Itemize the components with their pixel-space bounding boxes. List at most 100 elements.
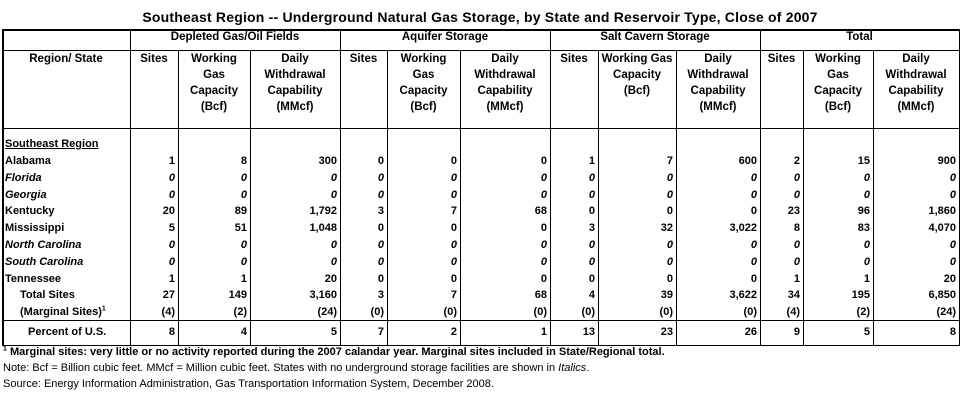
percent-row-value: 9 — [793, 326, 800, 338]
row-value: 0 — [540, 272, 547, 285]
row-value: 51 — [234, 222, 247, 235]
row-label: Kentucky — [5, 205, 55, 218]
percent-row-value: 5 — [330, 326, 337, 338]
table-rule — [2, 128, 959, 129]
row-value: 0 — [377, 171, 384, 184]
percent-row-value: 8 — [168, 326, 175, 338]
row-value: 8 — [240, 155, 247, 167]
table-rule — [2, 320, 959, 321]
row-value: 195 — [851, 289, 870, 302]
row-value: 0 — [240, 188, 247, 201]
table-gridline — [803, 50, 804, 346]
row-value: 0 — [750, 188, 757, 201]
row-value: 3,160 — [309, 289, 337, 302]
table-gridline — [387, 50, 388, 346]
percent-row-value: 7 — [377, 326, 384, 338]
working-gas-column-header: Working Gas Capacity (Bcf) — [190, 53, 238, 113]
row-value: 0 — [666, 205, 673, 218]
row-value: (0) — [659, 306, 673, 319]
sites-column-header: Sites — [767, 53, 796, 65]
row-value: 1,792 — [309, 205, 337, 218]
row-value: 20 — [162, 205, 175, 218]
row-value: 0 — [450, 188, 457, 201]
row-value: 0 — [863, 239, 870, 251]
row-value: 0 — [588, 239, 595, 251]
working-gas-column-header: Working Gas Capacity (Bcf) — [814, 53, 862, 113]
row-value: 83 — [857, 222, 870, 235]
row-value: (0) — [533, 306, 547, 319]
column-group-header: Total — [846, 31, 873, 43]
row-label: South Carolina — [5, 255, 84, 268]
row-value: 0 — [949, 255, 956, 268]
row-value: 3 — [588, 222, 595, 235]
region-heading: Southeast Region — [5, 138, 99, 150]
daily-withdrawal-column-header: Daily Withdrawal Capability (MMcf) — [264, 53, 326, 113]
row-value: 39 — [660, 289, 673, 302]
percent-row-value: 26 — [744, 326, 757, 338]
row-value: 900 — [937, 155, 956, 167]
row-value: 1 — [168, 155, 175, 167]
row-value: 0 — [793, 255, 800, 268]
table-gridline — [178, 50, 179, 346]
table-gridline — [340, 29, 341, 346]
table-title: Southeast Region -- Underground Natural … — [142, 9, 818, 25]
row-value: 0 — [450, 272, 457, 285]
row-value: 0 — [540, 188, 547, 201]
table-gridline — [676, 50, 677, 346]
row-value: 0 — [377, 155, 384, 167]
row-value: 300 — [318, 155, 337, 167]
working-gas-column-header: Working Gas Capacity (Bcf) — [601, 53, 673, 97]
row-value: 0 — [863, 188, 870, 201]
row-value: 3 — [377, 205, 384, 218]
row-value: 23 — [787, 205, 800, 218]
row-value: 0 — [588, 272, 595, 285]
row-value: (0) — [443, 306, 457, 319]
row-value: 0 — [450, 222, 457, 235]
row-value: 0 — [588, 255, 595, 268]
row-value: (4) — [786, 306, 800, 319]
row-value: 0 — [750, 255, 757, 268]
row-value: 7 — [666, 155, 673, 167]
row-value: 4,070 — [928, 222, 956, 235]
row-label: (Marginal Sites)1 — [20, 305, 106, 319]
sites-column-header: Sites — [560, 53, 588, 65]
percent-row-value: 4 — [240, 326, 247, 338]
percent-row-label: Percent of U.S. — [28, 326, 107, 338]
row-value: 0 — [793, 171, 800, 184]
row-value: 0 — [540, 222, 547, 235]
row-value: 6,850 — [928, 289, 956, 302]
row-value: 96 — [857, 205, 870, 218]
row-label: North Carolina — [5, 239, 82, 251]
row-value: 0 — [750, 171, 757, 184]
table-gridline — [460, 50, 461, 346]
row-value: 0 — [949, 188, 956, 201]
row-value: 0 — [793, 239, 800, 251]
row-value: 0 — [863, 171, 870, 184]
row-value: 0 — [168, 171, 175, 184]
footnote-marginal: 1 Marginal sites: very little or no acti… — [3, 345, 665, 358]
row-value: 0 — [330, 188, 337, 201]
row-value: 0 — [377, 188, 384, 201]
column-group-header: Salt Cavern Storage — [600, 31, 710, 43]
row-value: 0 — [330, 171, 337, 184]
row-value: 0 — [540, 255, 547, 268]
row-value: 68 — [534, 205, 547, 218]
table-gridline — [598, 50, 599, 346]
row-label: Tennessee — [5, 272, 62, 285]
row-value: 0 — [377, 272, 384, 285]
row-label: Total Sites — [20, 289, 75, 302]
table-gridline — [550, 29, 551, 346]
percent-row-value: 8 — [949, 326, 956, 338]
row-value: 0 — [240, 171, 247, 184]
row-value: 1 — [240, 272, 247, 285]
row-value: 8 — [793, 222, 800, 235]
row-value: 27 — [162, 289, 175, 302]
row-value: (4) — [161, 306, 175, 319]
row-value: 600 — [738, 155, 757, 167]
row-value: (24) — [936, 306, 956, 319]
row-value: 0 — [666, 255, 673, 268]
percent-row-value: 13 — [582, 326, 595, 338]
row-value: 0 — [540, 155, 547, 167]
row-value: 0 — [949, 171, 956, 184]
row-value: 0 — [588, 171, 595, 184]
